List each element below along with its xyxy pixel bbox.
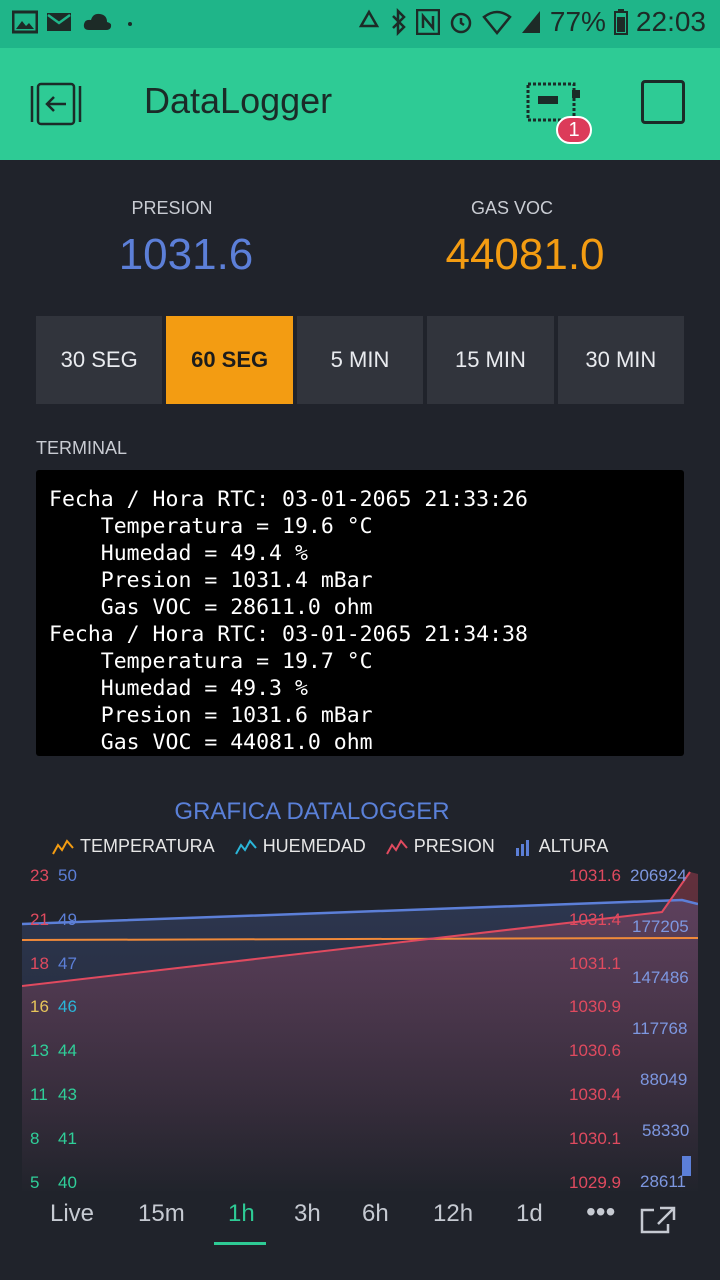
tick-hum-7: 41 bbox=[58, 1129, 77, 1148]
legend-temperatura[interactable]: TEMPERATURA bbox=[52, 836, 215, 857]
range-3h[interactable]: 3h bbox=[294, 1200, 321, 1227]
tick-temp-2: 21 bbox=[30, 910, 49, 929]
app-title: DataLogger bbox=[144, 80, 333, 121]
tick-temp-4: 16 bbox=[30, 997, 49, 1016]
tick-hum-1: 50 bbox=[58, 866, 77, 885]
tick-alt-1: 206924 bbox=[630, 866, 687, 885]
tick-pres-8: 1029.9 bbox=[569, 1173, 621, 1192]
exit-icon[interactable] bbox=[30, 80, 82, 128]
chart-legend: TEMPERATURA HUEMEDAD PRESION ALTURA bbox=[52, 836, 608, 857]
tick-alt-7: 28611 bbox=[640, 1172, 687, 1191]
presion-line bbox=[22, 871, 691, 987]
tick-pres-7: 1030.1 bbox=[569, 1129, 621, 1148]
bar-chart-icon bbox=[515, 839, 529, 856]
temperatura-line bbox=[22, 937, 698, 941]
fullscreen-icon[interactable] bbox=[640, 1206, 676, 1234]
segment-30-seg[interactable]: 30 SEG bbox=[36, 316, 163, 404]
terminal-label: TERMINAL bbox=[36, 438, 128, 458]
chart-title: GRAFICA DATALOGGER bbox=[174, 798, 450, 825]
altura-line bbox=[22, 898, 698, 926]
tick-hum-2: 49 bbox=[58, 910, 77, 929]
presion-value: 1031.6 bbox=[118, 230, 254, 279]
alarm-icon bbox=[450, 12, 472, 34]
tick-pres-1: 1031.6 bbox=[569, 866, 621, 885]
tick-alt-4: 117768 bbox=[632, 1019, 688, 1038]
segment-15-min[interactable]: 15 MIN bbox=[427, 316, 554, 404]
device-icon[interactable] bbox=[524, 78, 586, 128]
gas-voc-label: GAS VOC bbox=[470, 198, 554, 218]
range-1d[interactable]: 1d bbox=[516, 1200, 543, 1227]
nfc-icon bbox=[415, 9, 440, 35]
tick-temp-1: 23 bbox=[30, 866, 49, 885]
cloud-icon bbox=[83, 13, 112, 30]
dot-icon bbox=[128, 22, 132, 26]
tick-hum-4: 46 bbox=[58, 997, 77, 1016]
tick-temp-3: 18 bbox=[30, 954, 49, 973]
tick-alt-6: 58330 bbox=[642, 1121, 690, 1140]
tick-temp-5: 13 bbox=[30, 1041, 49, 1060]
line-chart-icon bbox=[385, 838, 408, 854]
terminal-output: Fecha / Hora RTC: 03-01-2065 21:33:26 Te… bbox=[49, 487, 528, 755]
gallery-icon bbox=[12, 10, 38, 34]
tick-hum-6: 43 bbox=[58, 1085, 77, 1104]
altura-bar bbox=[682, 1156, 691, 1176]
battery-icon bbox=[613, 9, 628, 35]
legend-altura[interactable]: ALTURA bbox=[515, 836, 608, 857]
datalogger-chart[interactable] bbox=[22, 864, 698, 1194]
presion-label: PRESION bbox=[131, 198, 213, 218]
range-12h[interactable]: 12h bbox=[433, 1200, 474, 1227]
range-15m[interactable]: 15m bbox=[138, 1200, 185, 1227]
terminal[interactable]: Fecha / Hora RTC: 03-01-2065 21:33:26 Te… bbox=[36, 470, 684, 756]
tick-pres-2: 1031.4 bbox=[569, 910, 621, 929]
range-1h[interactable]: 1h bbox=[228, 1200, 255, 1227]
line-chart-icon bbox=[52, 838, 74, 854]
tick-hum-3: 47 bbox=[58, 954, 77, 973]
segment-30-min[interactable]: 30 MIN bbox=[557, 316, 685, 404]
wifi-icon bbox=[482, 10, 512, 35]
segment-60-seg[interactable]: 60 SEG bbox=[166, 316, 293, 404]
more-icon[interactable]: ••• bbox=[586, 1196, 616, 1227]
range-6h[interactable]: 6h bbox=[362, 1200, 389, 1227]
tick-temp-8: 5 bbox=[30, 1173, 40, 1192]
segment-5-min[interactable]: 5 MIN bbox=[296, 316, 424, 404]
legend-huemedad[interactable]: HUEMEDAD bbox=[234, 836, 366, 857]
tick-temp-6: 11 bbox=[30, 1085, 48, 1104]
app-header: DataLogger 1 bbox=[0, 48, 720, 160]
clock: 22:03 bbox=[635, 6, 706, 37]
signal-icon bbox=[521, 11, 540, 33]
tick-pres-3: 1031.1 bbox=[569, 954, 621, 973]
status-right: 77% 22:03 bbox=[356, 6, 706, 38]
gas-voc-value: 44081.0 bbox=[445, 230, 605, 279]
altura-area bbox=[22, 900, 698, 1194]
battery-percent: 77% bbox=[549, 6, 606, 37]
recycle-icon bbox=[358, 9, 380, 28]
tick-pres-6: 1030.4 bbox=[569, 1085, 621, 1104]
active-range-indicator bbox=[214, 1242, 266, 1245]
interval-segmented-switch: 30 SEG 60 SEG 5 MIN 15 MIN 30 MIN bbox=[36, 316, 685, 404]
tick-pres-4: 1030.9 bbox=[569, 997, 621, 1016]
tick-alt-5: 88049 bbox=[640, 1070, 688, 1089]
range-live[interactable]: Live bbox=[50, 1200, 95, 1227]
mail-icon bbox=[47, 13, 71, 31]
tick-alt-3: 147486 bbox=[632, 968, 689, 987]
tick-hum-5: 44 bbox=[58, 1041, 77, 1060]
stop-button[interactable] bbox=[641, 80, 685, 124]
tick-temp-7: 8 bbox=[30, 1129, 40, 1148]
line-chart-icon bbox=[234, 838, 257, 854]
time-range-selector: Live 15m 1h 3h 6h 12h 1d ••• bbox=[0, 1196, 720, 1250]
status-bar: 77% 22:03 bbox=[0, 0, 720, 48]
legend-presion[interactable]: PRESION bbox=[385, 836, 495, 857]
tick-pres-5: 1030.6 bbox=[569, 1041, 621, 1060]
device-count-badge: 1 bbox=[556, 116, 592, 144]
tick-alt-2: 177205 bbox=[632, 917, 689, 936]
tick-hum-8: 40 bbox=[58, 1173, 77, 1192]
bluetooth-icon bbox=[391, 8, 406, 36]
